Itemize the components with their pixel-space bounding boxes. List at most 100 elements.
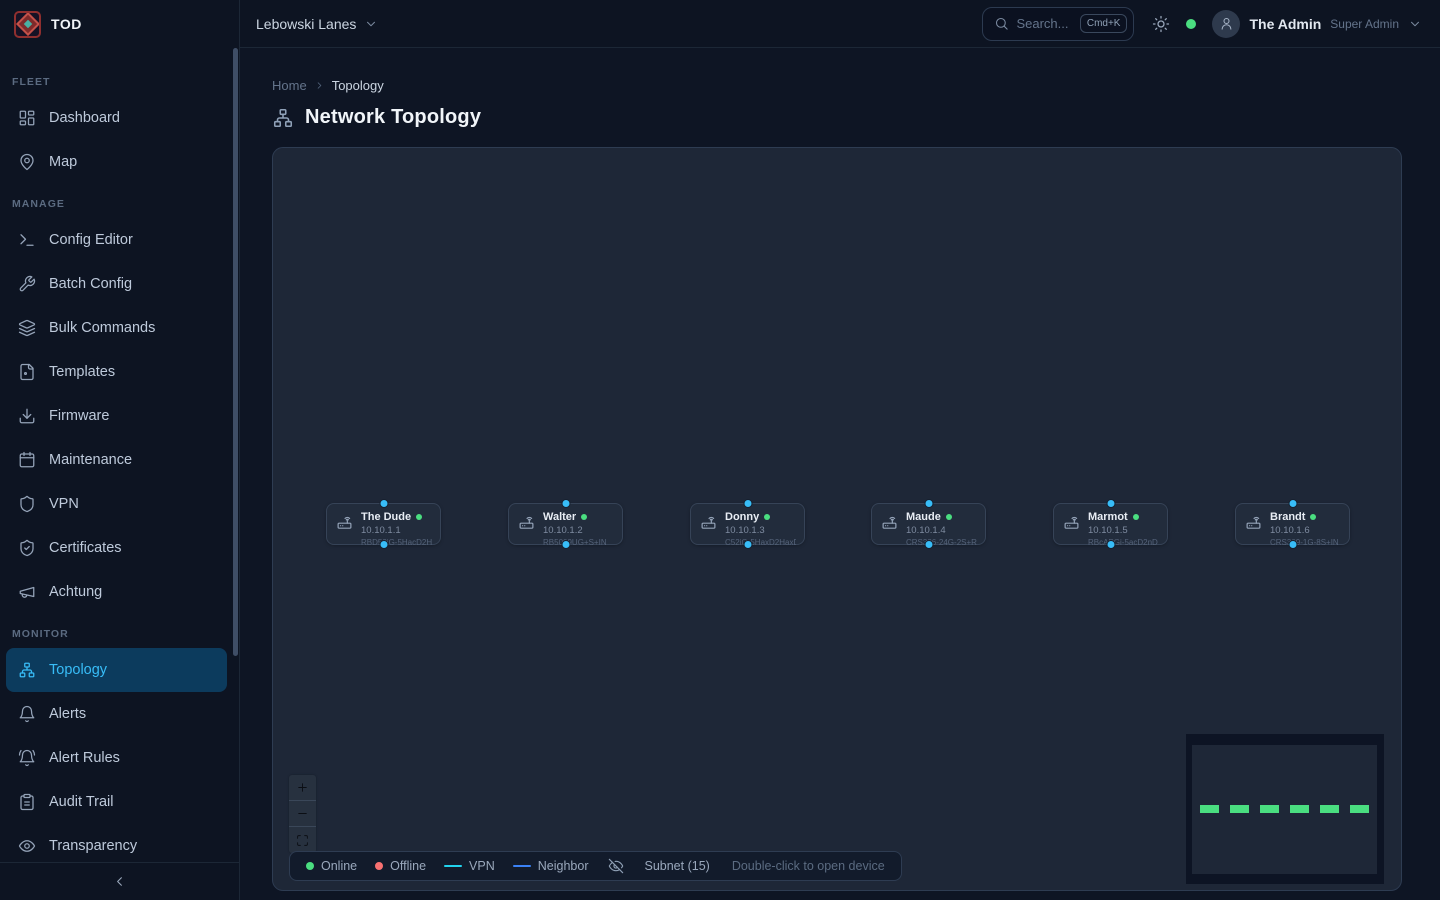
breadcrumb-home[interactable]: Home [272, 78, 307, 93]
title-row: Network Topology [272, 106, 1402, 129]
legend-neighbor-label: Neighbor [537, 859, 589, 873]
chevron-right-icon [314, 80, 325, 91]
sidebar-item-firmware[interactable]: Firmware [6, 394, 227, 438]
router-icon [700, 514, 717, 531]
node-ip: 10.10.1.1 [361, 525, 401, 536]
node-handle-bottom[interactable] [924, 540, 933, 549]
device-node-maude[interactable]: Maude 10.10.1.4 CRS326-24G-2S+RM [871, 499, 986, 549]
legend-hint: Double-click to open device [731, 859, 885, 873]
sidebar-item-alerts[interactable]: Alerts [6, 692, 227, 736]
user-menu[interactable]: The Admin Super Admin [1212, 9, 1422, 38]
zoom-in-button[interactable] [289, 775, 316, 801]
sidebar-item-map[interactable]: Map [6, 140, 227, 184]
dashboard-icon [18, 109, 36, 127]
sidebar-item-audit-trail[interactable]: Audit Trail [6, 780, 227, 824]
eye-off-icon[interactable] [608, 858, 624, 874]
sidebar-item-topology[interactable]: Topology [6, 648, 227, 692]
sidebar-item-label: Firmware [49, 408, 110, 424]
sidebar-item-bulk-commands[interactable]: Bulk Commands [6, 306, 227, 350]
chevron-left-icon [112, 874, 127, 889]
minimap[interactable] [1186, 734, 1384, 884]
avatar [1212, 9, 1241, 38]
node-handle-top[interactable] [1288, 499, 1297, 508]
org-switcher[interactable]: Lebowski Lanes [256, 16, 378, 32]
search-icon [994, 16, 1009, 31]
sidebar-sections: FLEET Dashboard Map MANAGE Config Editor Batc… [0, 48, 239, 862]
node-handle-bottom[interactable] [743, 540, 752, 549]
node-handle-bottom[interactable] [1106, 540, 1115, 549]
calendar-icon [18, 451, 36, 469]
topology-canvas[interactable]: The Dude 10.10.1.1 RBD53iG-5HacD2HnD Walter… [272, 147, 1402, 891]
sidebar-item-config-editor[interactable]: Config Editor [6, 218, 227, 262]
sidebar-item-label: Alert Rules [49, 750, 120, 766]
neighbor-line-swatch [512, 864, 531, 868]
device-node-marmot[interactable]: Marmot 10.10.1.5 RBcAPGi-5acD2nD [1053, 499, 1168, 549]
sidebar-collapse-button[interactable] [108, 870, 132, 894]
megaphone-icon [18, 583, 36, 601]
breadcrumb-current: Topology [331, 78, 384, 93]
zoom-out-button[interactable] [289, 801, 316, 827]
sidebar-section-label: FLEET [12, 76, 51, 88]
device-node-donny[interactable]: Donny 10.10.1.3 C52iG-5HaxD2HaxD-US [690, 499, 805, 549]
sidebar-item-alert-rules[interactable]: Alert Rules [6, 736, 227, 780]
search-input[interactable] [1016, 16, 1073, 31]
node-handle-top[interactable] [743, 499, 752, 508]
sidebar-item-dashboard[interactable]: Dashboard [6, 96, 227, 140]
connection-status-dot [1186, 18, 1197, 29]
router-icon [518, 514, 535, 531]
sidebar-section-label: MANAGE [12, 198, 65, 210]
brand[interactable]: TOD [0, 0, 239, 48]
offline-dot [375, 862, 384, 870]
canvas-controls [289, 775, 316, 853]
device-node-the-dude[interactable]: The Dude 10.10.1.1 RBD53iG-5HacD2HnD [326, 499, 441, 549]
minimap-node [1230, 805, 1249, 813]
node-handle-top[interactable] [1106, 499, 1115, 508]
node-name: Marmot [1088, 511, 1128, 523]
device-node-walter[interactable]: Walter 10.10.1.2 RB5009UG+S+IN [508, 499, 623, 549]
node-handle-bottom[interactable] [561, 540, 570, 549]
node-handle-bottom[interactable] [1288, 540, 1297, 549]
router-icon [1063, 514, 1080, 531]
sidebar-section-label: MONITOR [12, 628, 69, 640]
node-model: CRS309-1G-8S+IN [1270, 538, 1339, 547]
node-ip: 10.10.1.2 [543, 525, 583, 536]
sidebar-item-achtung[interactable]: Achtung [6, 570, 227, 614]
sidebar-item-vpn[interactable]: VPN [6, 482, 227, 526]
legend-subnet-label: Subnet (15) [644, 859, 710, 873]
node-handle-bottom[interactable] [379, 540, 388, 549]
sidebar-item-maintenance[interactable]: Maintenance [6, 438, 227, 482]
node-model: RBcAPGi-5acD2nD [1088, 538, 1158, 547]
sidebar-item-transparency[interactable]: Transparency [6, 824, 227, 862]
legend-neighbor: Neighbor [512, 859, 589, 873]
search-box[interactable]: Cmd+K [982, 6, 1135, 41]
sidebar-item-templates[interactable]: Templates [6, 350, 227, 394]
node-handle-top[interactable] [561, 499, 570, 508]
shield-icon [18, 495, 36, 513]
sidebar: TOD FLEET Dashboard Map MANAGE Config Editor… [0, 0, 240, 900]
sidebar-item-label: Transparency [49, 838, 138, 854]
node-name: Donny [725, 511, 760, 523]
node-model: C52iG-5HaxD2HaxD-US [725, 538, 796, 547]
node-handle-top[interactable] [924, 499, 933, 508]
router-icon [881, 514, 898, 531]
sidebar-item-label: VPN [49, 496, 79, 512]
sidebar-item-batch-config[interactable]: Batch Config [6, 262, 227, 306]
node-status-dot [416, 514, 423, 520]
node-status-dot [764, 514, 771, 520]
chevron-down-icon [364, 17, 378, 31]
sidebar-scrollbar[interactable] [233, 48, 238, 656]
theme-toggle-sun-icon[interactable] [1152, 15, 1170, 33]
sidebar-item-certificates[interactable]: Certificates [6, 526, 227, 570]
device-node-brandt[interactable]: Brandt 10.10.1.6 CRS309-1G-8S+IN [1235, 499, 1350, 549]
node-name: The Dude [361, 511, 412, 523]
vpn-line-swatch [444, 864, 463, 868]
node-ip: 10.10.1.4 [906, 525, 946, 536]
shield-check-icon [18, 539, 36, 557]
bell-icon [18, 705, 36, 723]
layers-icon [18, 319, 36, 337]
node-status-dot [581, 514, 588, 520]
node-handle-top[interactable] [379, 499, 388, 508]
fit-view-button[interactable] [289, 827, 316, 853]
router-icon [1245, 514, 1262, 531]
minimap-node [1260, 805, 1279, 813]
